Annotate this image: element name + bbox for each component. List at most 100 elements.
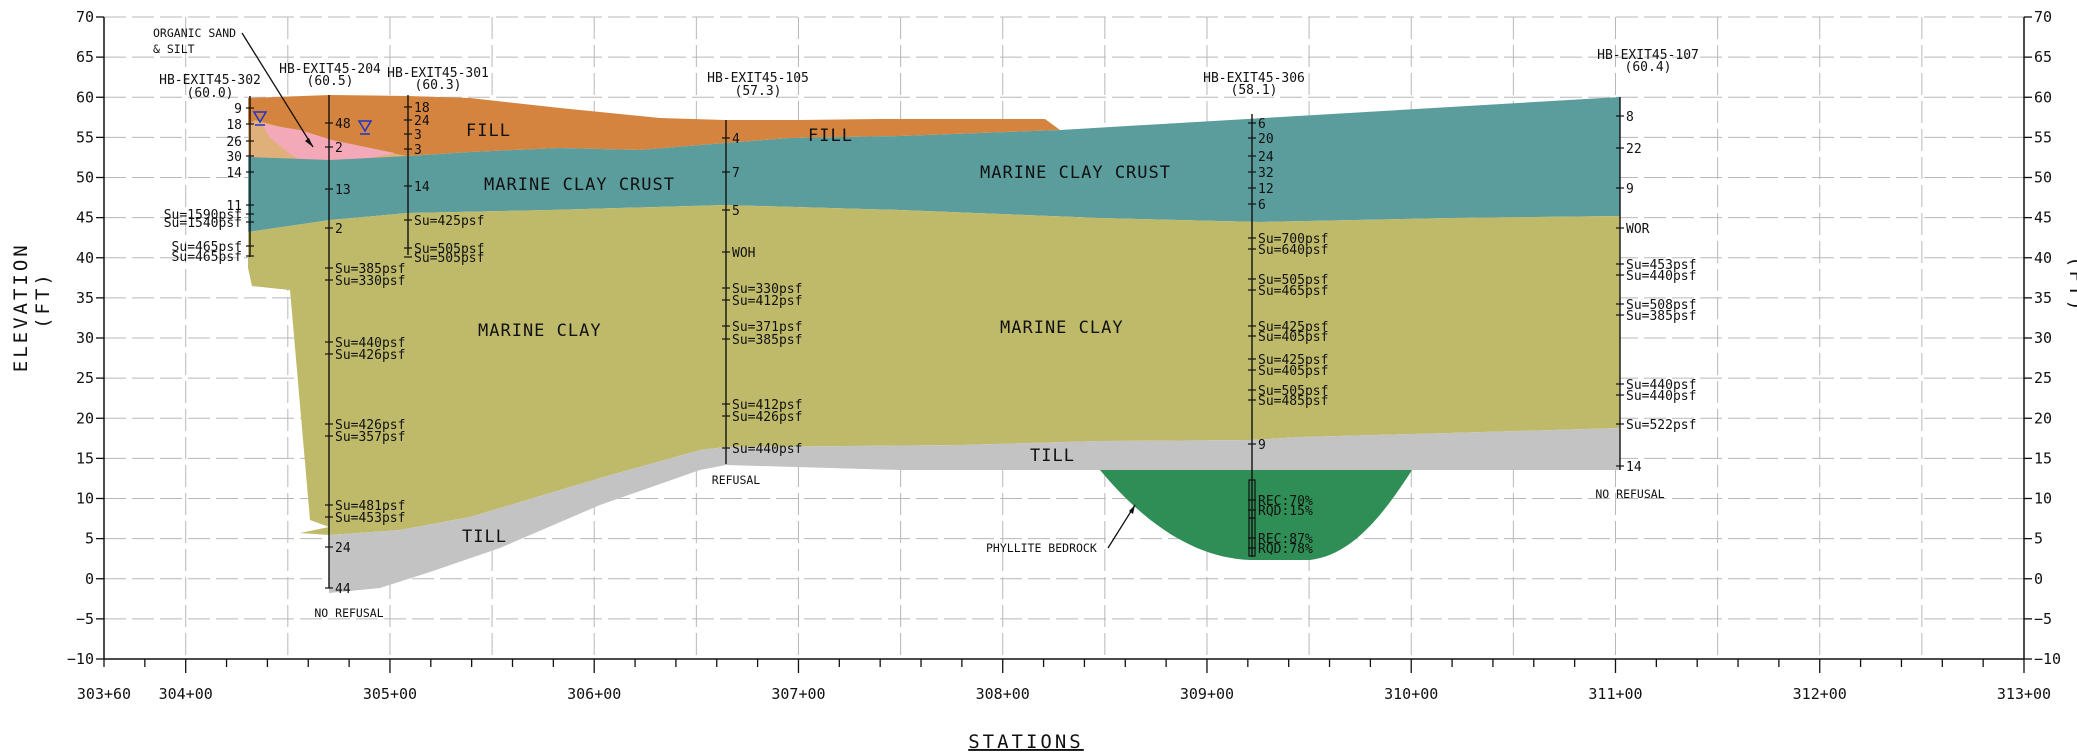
sample-value: Su=412psf [732, 294, 802, 309]
sample-value: Su=453psf [335, 511, 405, 526]
sample-value: 8 [1626, 110, 1634, 125]
sample-value: 2 [335, 222, 343, 237]
sample-value: Su=440psf [732, 442, 802, 457]
y-tick-label: 65 [76, 48, 94, 66]
x-tick-label: 312+00 [1793, 685, 1847, 703]
y-tick-label: 25 [2034, 369, 2052, 387]
y-tick-label: 45 [2034, 209, 2052, 227]
sample-value: Su=505psf [1258, 273, 1328, 288]
y-tick-label: 55 [76, 128, 94, 146]
sample-value: Su=465psf [172, 240, 242, 255]
sample-value: Su=440psf [1626, 389, 1696, 404]
sample-value: 9 [1258, 438, 1266, 453]
sample-value: 44 [335, 582, 351, 597]
y-tick-label: 60 [2034, 88, 2052, 106]
soil-layers [248, 95, 1620, 593]
sample-value: Su=426psf [335, 348, 405, 363]
sample-value: 14 [1626, 460, 1642, 475]
boring-log: HB-EXIT45-301(60.3)18243314Su=425psfSu=5… [387, 66, 489, 266]
bedrock-arrowhead [1129, 505, 1135, 514]
sample-value: Su=425psf [1258, 320, 1328, 335]
axis-ticks [96, 16, 2032, 673]
x-tick-label: 308+00 [976, 685, 1030, 703]
sample-value: 4 [732, 132, 740, 147]
sample-value: 18 [414, 101, 430, 116]
core-run-2 [1248, 517, 1256, 557]
sample-value: Su=453psf [1626, 258, 1696, 273]
till-label-1: TILL [462, 527, 507, 547]
y-tick-label: 0 [2034, 570, 2043, 588]
boring-ground-elevation: (60.0) [187, 86, 234, 101]
boring-id: HB-EXIT45-302 [159, 73, 261, 88]
y-tick-label: 40 [2034, 249, 2052, 267]
y-tick-label: 35 [76, 289, 94, 307]
sample-value: 14 [226, 166, 242, 181]
sample-value: 14 [414, 180, 430, 195]
sample-value: REC:70% [1258, 494, 1313, 509]
sample-value: Su=700psf [1258, 232, 1328, 247]
boring-ground-elevation: (60.3) [415, 78, 462, 93]
y-axis-title-left: ELEVATION (FT) [10, 228, 54, 372]
boring-ground-elevation: (58.1) [1231, 83, 1278, 98]
x-tick-label: 311+00 [1588, 685, 1642, 703]
x-axis-title: STATIONS [968, 731, 1084, 753]
sample-value: Su=385psf [732, 333, 802, 348]
sample-value: 26 [226, 135, 242, 150]
water-level-icon [252, 111, 268, 124]
organic-leader [241, 32, 314, 148]
boring-log: HB-EXIT45-105(57.3)475WOHSu=330psfSu=412… [707, 71, 809, 487]
water-level-symbols [252, 111, 373, 135]
y-tick-label: 10 [76, 490, 94, 508]
sample-value: REC:87% [1258, 532, 1313, 547]
bedrock-note: PHYLLITE BEDROCK [986, 504, 1136, 555]
y-tick-label: 65 [2034, 48, 2052, 66]
sample-value: Su=330psf [335, 274, 405, 289]
sample-value: RQD:15% [1258, 504, 1313, 519]
y-tick-label: 40 [76, 249, 94, 267]
x-tick-label: 310+00 [1384, 685, 1438, 703]
boring-id: HB-EXIT45-301 [387, 66, 489, 81]
boring-ground-elevation: (60.5) [307, 74, 354, 89]
y-tick-label: 15 [2034, 449, 2052, 467]
sample-value: Su=481psf [335, 499, 405, 514]
y-tick-label: 50 [76, 169, 94, 187]
sample-value: 3 [414, 128, 422, 143]
y-tick-label: 55 [2034, 128, 2052, 146]
marine-clay-layer [248, 205, 1620, 535]
sample-value: 2 [335, 141, 343, 156]
boring-id: HB-EXIT45-306 [1203, 71, 1305, 86]
fill-layer [248, 95, 1060, 160]
sample-value: 9 [1626, 182, 1634, 197]
sample-value: Su=508psf [1626, 298, 1696, 313]
sample-value: 32 [1258, 166, 1274, 181]
y-tick-label: 20 [2034, 409, 2052, 427]
sample-value: 18 [226, 118, 242, 133]
sample-value: Su=426psf [732, 410, 802, 425]
sample-value: Su=357psf [335, 430, 405, 445]
rock-core-runs [1248, 479, 1256, 557]
sample-value: 13 [335, 183, 351, 198]
boring-logs: HB-EXIT45-302(60.0)91826301411Su=1590psf… [159, 48, 1699, 620]
boring-log: HB-EXIT45-204(60.5) 48 2 13 2 Su=385psfSu=330… [279, 62, 405, 620]
sample-value: Su=330psf [732, 282, 802, 297]
phyllite-bedrock [1100, 470, 1412, 560]
sample-value: Su=405psf [1258, 330, 1328, 345]
sample-value: Su=425psf [414, 214, 484, 229]
sample-value: Su=465psf [1258, 284, 1328, 299]
sample-value: Su=440psf [335, 336, 405, 351]
y-tick-label: −5 [76, 610, 94, 628]
sample-value: 9 [234, 102, 242, 117]
sample-value: Su=522psf [1626, 418, 1696, 433]
boring-id: HB-EXIT45-105 [707, 71, 809, 86]
y-tick-label: 70 [76, 8, 94, 26]
boring-end-note: NO REFUSAL [314, 606, 383, 620]
y-tick-label: −10 [67, 650, 94, 668]
fill-label-2: FILL [808, 126, 853, 146]
x-tick-label: 307+00 [771, 685, 825, 703]
sample-value: 5 [732, 204, 740, 219]
sample-value: Su=505psf [414, 242, 484, 257]
y-tick-label: 50 [2034, 169, 2052, 187]
boring-log: HB-EXIT45-107(60.4)8229WORSu=453psfSu=44… [1595, 48, 1699, 501]
sample-value: RQD:78% [1258, 542, 1313, 557]
